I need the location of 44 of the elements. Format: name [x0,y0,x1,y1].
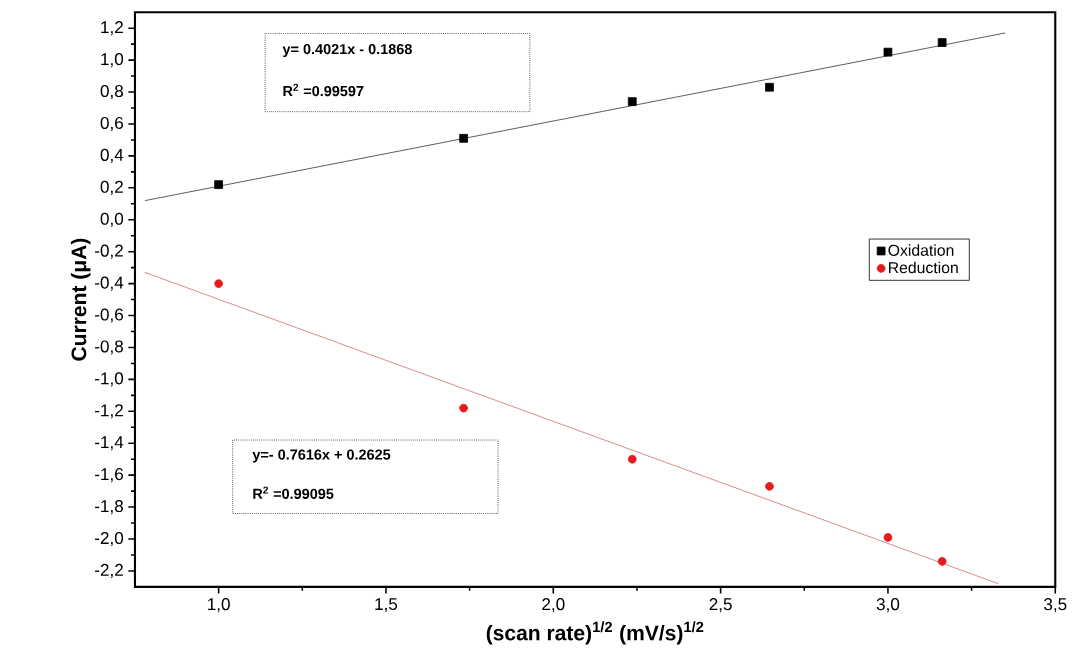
y-tick-label: -2,0 [95,532,124,547]
point [627,454,637,464]
x-tick-label: 3,5 [1044,598,1067,613]
y-tick-label: 1,2 [101,21,123,36]
legend-label: Oxidation [888,244,954,256]
point [627,97,637,107]
y-tick-label: -0,8 [95,340,123,355]
x-tick-label: 1,5 [375,598,398,613]
y-tick-label: 0,0 [100,212,124,227]
y-tick-label: 1,0 [101,53,124,68]
y-tick-label: 0,4 [100,148,124,164]
legend-label: Reduction [889,261,958,274]
y-tick-label: -0,2 [95,244,123,259]
y-tick-label: -0,4 [95,276,124,291]
point [214,180,223,190]
y-tick-label: -1,8 [95,500,123,515]
y-tick-label: -1,2 [95,404,123,419]
point [883,533,893,542]
point [214,279,223,289]
x-tick-label: 3,0 [876,598,900,613]
x-tick-label: 2,0 [542,598,565,613]
annotation: y= 0.4021x - 0.1868 [282,44,412,58]
point [883,47,893,57]
point [765,482,774,491]
y-tick-label: 0,8 [100,85,123,100]
x-axis-title: (scan rate)$^{1/2}$ (mV/s)$^{1/2}$ [486,621,704,645]
point [459,403,468,413]
annotation: y=- 0.7616x + 0.2625 [252,449,391,463]
y-tick-label: -1,4 [95,436,124,451]
annotation: R$^{2}$ =0.99095 [253,486,334,500]
point [765,83,774,92]
x-tick-label: 1,0 [208,598,230,613]
y-tick-label: 0,2 [100,180,123,195]
y-tick-label: -0,6 [95,308,123,323]
y-axis-title: Current (μA) [70,238,91,361]
point [937,557,947,566]
y-tick-label: -1,0 [95,372,124,387]
y-tick-label: -2,2 [95,563,123,579]
point [937,38,947,48]
y-tick-label: -1,6 [95,468,123,483]
x-tick-label: 2,5 [709,598,732,613]
point [459,134,468,143]
y-tick-label: 0,6 [100,117,123,132]
annotation: R$^{2}$ =0.99597 [283,83,364,97]
